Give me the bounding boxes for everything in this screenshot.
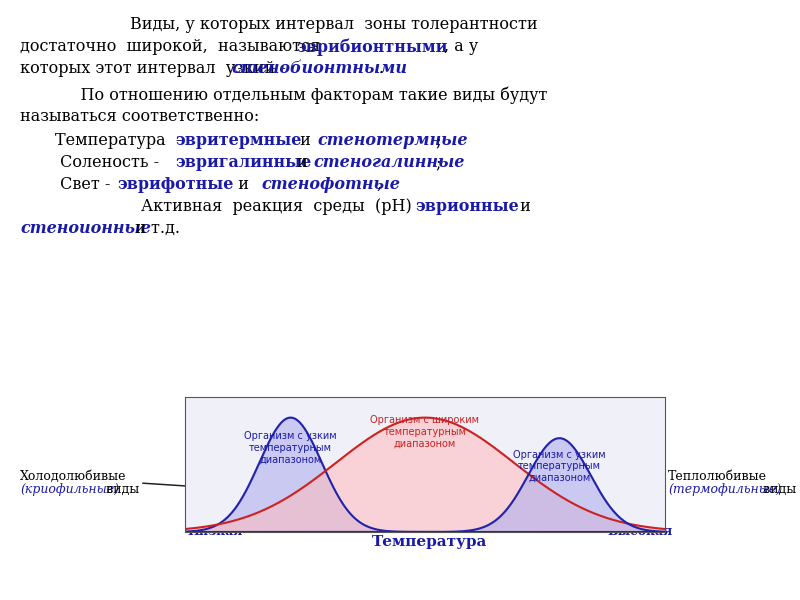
Text: называться соответственно:: называться соответственно: (20, 108, 259, 125)
Text: (термофильные): (термофильные) (668, 483, 781, 496)
Text: Теплолюбивые: Теплолюбивые (668, 470, 767, 483)
Text: Температура: Температура (372, 535, 488, 549)
Text: , а у: , а у (444, 38, 478, 55)
Text: Активная  реакция  среды  (pH) –: Активная реакция среды (pH) – (100, 198, 430, 215)
Text: которых этот интервал  узкий -: которых этот интервал узкий - (20, 60, 291, 77)
Text: Холодолюбивые: Холодолюбивые (20, 470, 126, 483)
Text: стенофотные: стенофотные (261, 176, 400, 193)
Text: стенобионтными: стенобионтными (231, 60, 407, 77)
Text: стеноионные: стеноионные (20, 220, 151, 237)
Text: эврионные: эврионные (415, 198, 518, 215)
Text: виды: виды (759, 483, 796, 496)
Text: ;: ; (435, 132, 441, 149)
Text: По отношению отдельным факторам такие виды будут: По отношению отдельным факторам такие ви… (60, 86, 547, 103)
Text: эвригалинные: эвригалинные (175, 154, 311, 171)
Text: Виды, у которых интервал  зоны толерантности: Виды, у которых интервал зоны толерантно… (130, 16, 538, 33)
Text: ;: ; (435, 154, 441, 171)
Text: Низкая: Низкая (187, 525, 242, 538)
Text: .: . (378, 60, 383, 77)
Text: ,: , (376, 176, 381, 193)
Text: и: и (515, 198, 531, 215)
Text: эврибионтными: эврибионтными (296, 38, 447, 55)
Text: эвритермные: эвритермные (175, 132, 302, 149)
Text: Соленость -: Соленость - (55, 154, 170, 171)
Text: Свет -: Свет - (55, 176, 115, 193)
Text: и: и (228, 176, 259, 193)
Text: Температура  -: Температура - (55, 132, 186, 149)
Text: стенотермные: стенотермные (317, 132, 467, 149)
Text: (криофильные): (криофильные) (20, 483, 119, 496)
Text: Организм с широким
температурным
диапазоном: Организм с широким температурным диапазо… (370, 415, 479, 449)
Text: эврифотные: эврифотные (117, 176, 234, 193)
Text: Организм с узким
температурным
диапазоном: Организм с узким температурным диапазоно… (513, 449, 606, 483)
Text: и т.д.: и т.д. (130, 220, 180, 237)
Text: и: и (295, 132, 321, 149)
Text: виды: виды (102, 483, 139, 496)
Text: и: и (292, 154, 313, 171)
Text: стеногалинные: стеногалинные (313, 154, 464, 171)
Text: Высокая: Высокая (607, 525, 673, 538)
Text: достаточно  широкой,  называются: достаточно широкой, называются (20, 38, 326, 55)
Text: Организм с узким
температурным
диапазоном: Организм с узким температурным диапазоно… (244, 431, 337, 464)
